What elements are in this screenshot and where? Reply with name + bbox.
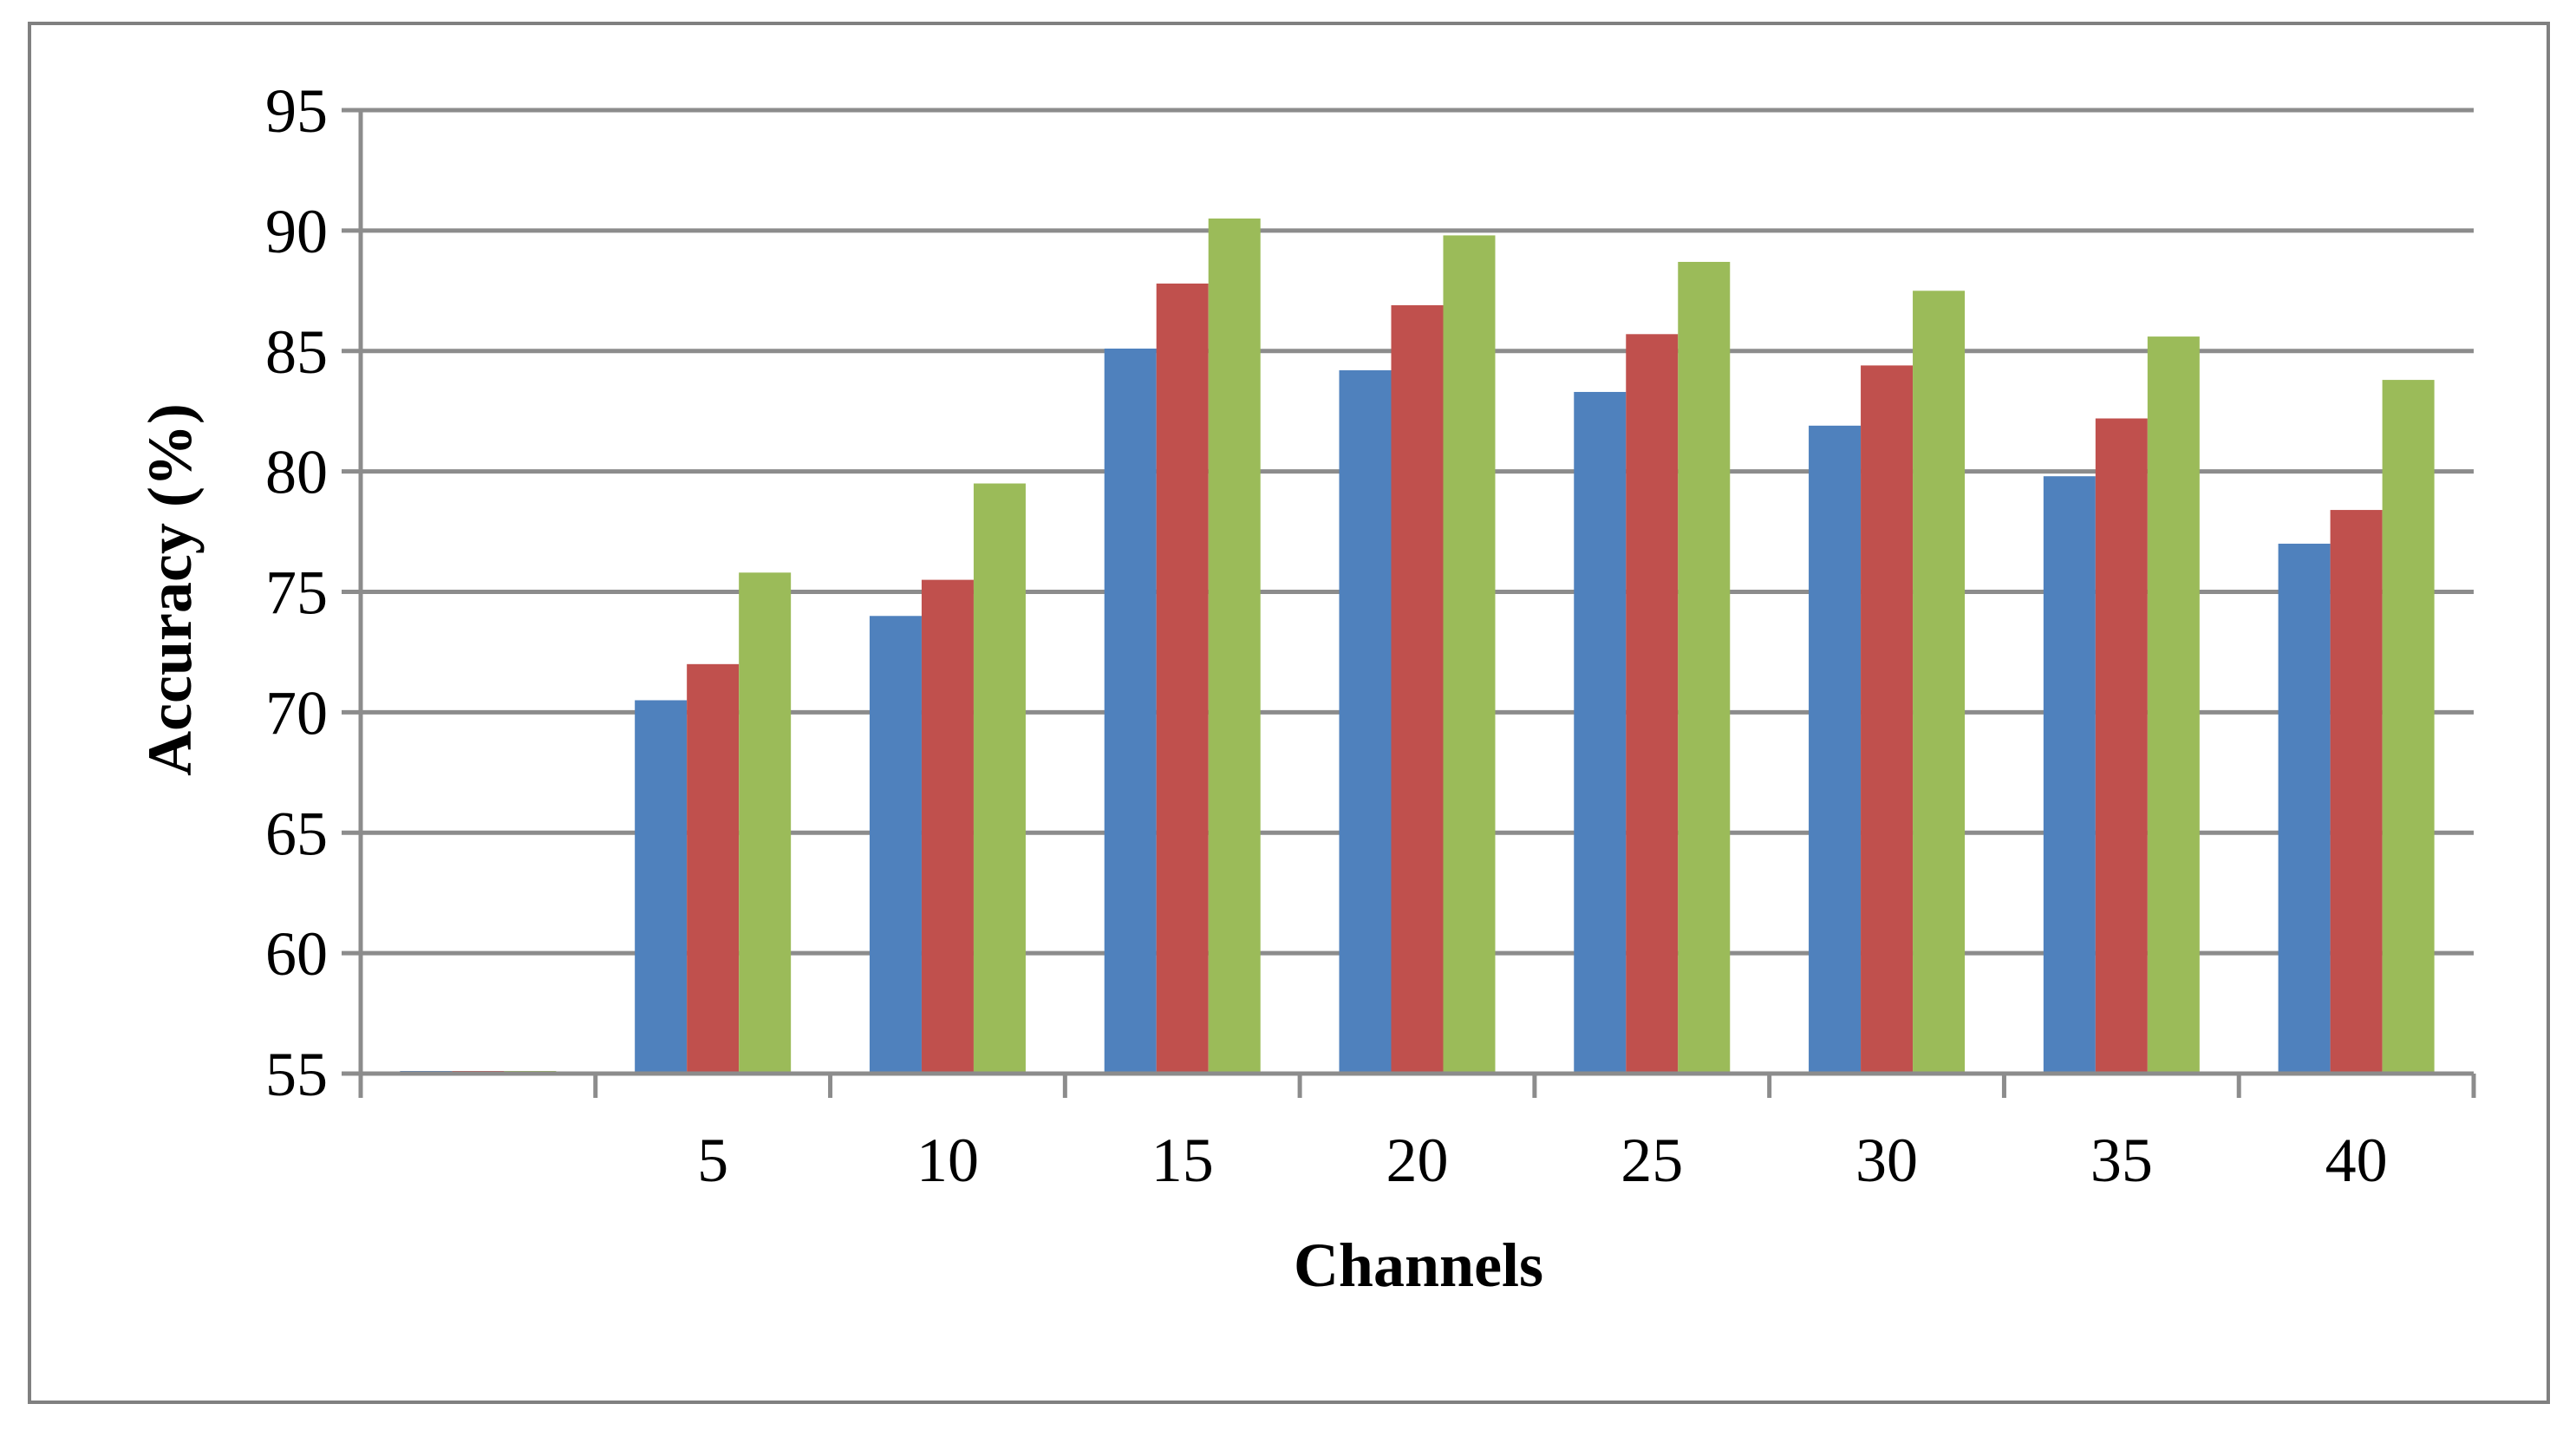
x-tick-label: 10 <box>916 1126 979 1195</box>
bar <box>1104 348 1157 1074</box>
x-tick-label: 40 <box>2325 1126 2388 1195</box>
bar <box>739 572 792 1074</box>
y-tick-label: 55 <box>265 1040 328 1109</box>
x-tick-label: 25 <box>1621 1126 1683 1195</box>
bar <box>1391 304 1444 1074</box>
bar <box>2330 510 2383 1074</box>
x-tick-label: 35 <box>2090 1126 2153 1195</box>
bar <box>1809 425 1862 1074</box>
bar <box>973 483 1026 1074</box>
y-tick-label: 80 <box>265 438 328 507</box>
bar <box>1339 369 1392 1074</box>
bar <box>869 616 922 1074</box>
bars <box>400 218 2435 1074</box>
bar <box>2278 543 2331 1074</box>
bar <box>921 579 974 1074</box>
x-tick-label: 15 <box>1151 1126 1214 1195</box>
y-tick-label: 60 <box>265 919 328 989</box>
y-tick-label: 75 <box>265 558 328 628</box>
y-axis-title: Accuracy (%) <box>135 403 205 776</box>
axes <box>342 108 2476 1098</box>
y-tick-label: 90 <box>265 197 328 266</box>
y-tick-label: 85 <box>265 317 328 387</box>
bar <box>687 663 740 1074</box>
y-tick-label: 65 <box>265 799 328 868</box>
tick-labels: 55 60 65 70 75 80 85 90 95 5 10 15 20 25 30 35 40 <box>265 76 2388 1195</box>
bar <box>1626 334 1679 1074</box>
bar <box>1443 235 1496 1074</box>
bar <box>1678 261 1731 1074</box>
x-tick-label: 20 <box>1386 1126 1449 1195</box>
x-tick-label: 5 <box>697 1126 728 1195</box>
x-axis-title: Channels <box>1294 1231 1543 1300</box>
bar <box>1913 291 1966 1074</box>
bar <box>2382 380 2435 1074</box>
bar <box>1156 283 1209 1074</box>
y-tick-label: 70 <box>265 678 328 748</box>
y-tick-label: 95 <box>265 76 328 146</box>
bar <box>2095 418 2148 1074</box>
bar <box>1208 218 1261 1074</box>
bar <box>2043 476 2096 1074</box>
x-tick-label: 30 <box>1855 1126 1918 1195</box>
bar <box>2147 336 2200 1074</box>
bar <box>1574 391 1627 1074</box>
bar <box>1861 365 1914 1074</box>
bar <box>635 700 688 1074</box>
